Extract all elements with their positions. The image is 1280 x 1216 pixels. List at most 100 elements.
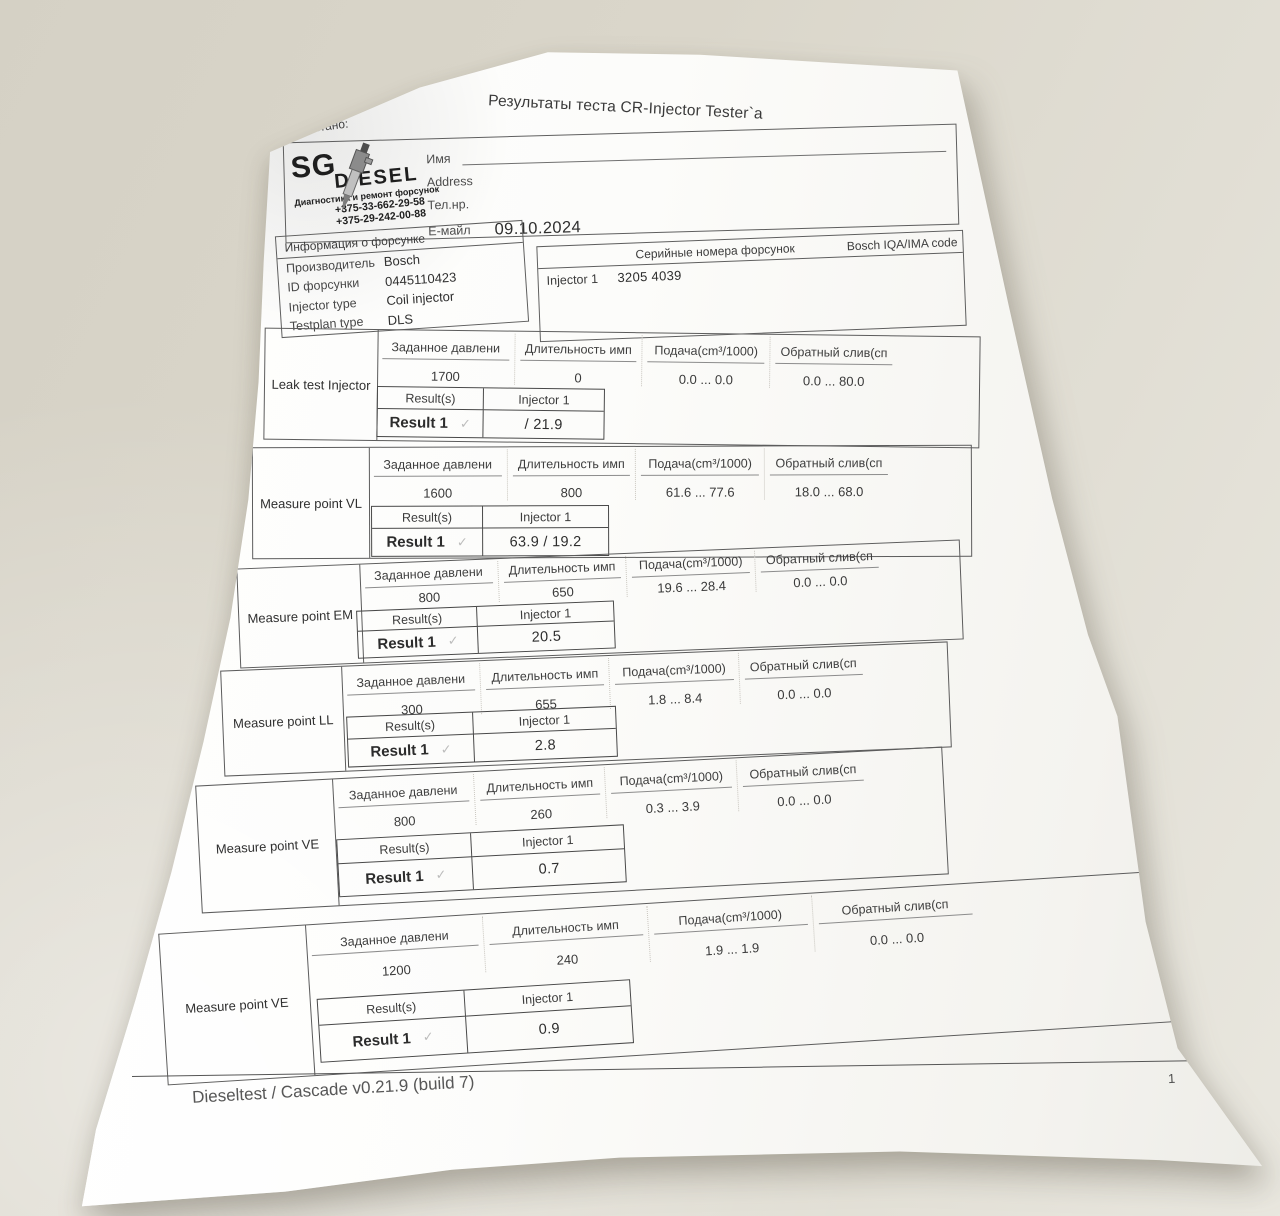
delivery-header: Подача(cm³/1000) <box>641 456 760 476</box>
result-label-text: Result 1 <box>377 633 437 653</box>
backflow-range: 18.0 ... 68.0 <box>794 484 864 500</box>
iqa-ima-code-label: Bosch IQA/IMA code <box>846 235 958 254</box>
report-date: Дата 2022-02-11 <box>295 75 396 106</box>
section-leak-test: Leak test Injector Заданное давлени 1700… <box>263 327 981 449</box>
duration-header: Длительность имп <box>512 456 631 477</box>
delivery-header: Подача(cm³/1000) <box>610 768 733 794</box>
section-name: Leak test Injector <box>264 328 379 441</box>
delivery-range: 19.6 ... 28.4 <box>657 577 727 596</box>
duration-value: 260 <box>529 806 553 823</box>
delivery-header: Подача(cm³/1000) <box>647 343 765 364</box>
backflow-range: 0.0 ... 0.0 <box>776 791 832 810</box>
delivery-header: Подача(cm³/1000) <box>631 553 751 578</box>
serial-numbers-box: Серийные номера форсунок Bosch IQA/IMA c… <box>536 229 967 343</box>
duration-header: Длительность имп <box>485 666 605 690</box>
check-icon: ✓ <box>435 866 447 883</box>
column-duration: Длительность имп 260 <box>472 767 607 826</box>
column-pressure: Заданное давлени 1200 <box>305 916 485 983</box>
backflow-range: 0.0 ... 0.0 <box>777 685 832 703</box>
column-delivery: Подача(cm³/1000) 1.8 ... 8.4 <box>608 652 740 710</box>
result-value: 63.9 / 19.2 <box>509 533 582 550</box>
result-label-text: Result 1 <box>364 867 425 888</box>
results-table: Result(s) Injector 1 Result 1 ✓ 20.5 <box>356 600 616 659</box>
column-delivery: Подача(cm³/1000) 61.6 ... 77.6 <box>635 448 765 500</box>
date-label: Дата <box>295 85 325 103</box>
serial-value: 3205 4039 <box>617 267 682 286</box>
section-name: Measure point VL <box>252 447 371 559</box>
column-backflow: Обратный слив(сп 18.0 ... 68.0 <box>764 448 893 500</box>
delivery-range: 1.9 ... 1.9 <box>704 940 760 959</box>
section-measure-ve-1: Measure point VE Заданное давлени 800 Дл… <box>195 746 949 914</box>
column-duration: Длительность имп 800 <box>506 448 636 501</box>
pressure-header: Заданное давлени <box>346 671 476 696</box>
results-header: Result(s) <box>372 506 483 529</box>
pressure-value: 1200 <box>381 961 412 979</box>
backflow-range: 0.0 ... 0.0 <box>792 573 848 591</box>
result-row-label: Result 1 ✓ <box>319 1016 468 1062</box>
column-delivery: Подача(cm³/1000) 19.6 ... 28.4 <box>625 550 756 597</box>
backflow-header: Обратный слив(сп <box>817 895 973 925</box>
phone-label: Тел.нр. <box>427 197 470 213</box>
pressure-value: 1600 <box>423 485 453 501</box>
section-measure-em: Measure point EM Заданное давлени 800 Дл… <box>236 539 964 669</box>
delivery-header: Подача(cm³/1000) <box>652 905 808 935</box>
result-value: 20.5 <box>531 628 562 646</box>
pressure-header: Заданное давлени <box>310 926 479 957</box>
pressure-header: Заданное давлени <box>364 564 493 589</box>
results-injector-header: Injector 1 <box>483 388 604 412</box>
duration-header: Длительность имп <box>488 916 644 945</box>
company-logo: SG DIESEL Диагностика и ремонт форсунок … <box>289 139 467 232</box>
delivery-range: 1.8 ... 8.4 <box>647 690 703 708</box>
backflow-header: Обратный слив(сп <box>760 548 879 573</box>
section-measure-ll: Measure point LL Заданное давлени 300 Дл… <box>220 641 952 777</box>
column-delivery: Подача(cm³/1000) 0.0 ... 0.0 <box>641 335 770 388</box>
pressure-header: Заданное давлени <box>337 782 470 809</box>
serial-injector-label: Injector 1 <box>546 271 599 288</box>
column-pressure: Заданное давлени 1700 <box>377 332 514 385</box>
column-duration: Длительность имп 240 <box>481 906 650 973</box>
column-backflow: Обратный слив(сп 0.0 ... 80.0 <box>769 336 898 390</box>
duration-header: Длительность имп <box>519 341 637 363</box>
page-number: 1 <box>1167 1070 1176 1087</box>
address-label: Address <box>426 174 473 190</box>
results-injector-header: Injector 1 <box>482 506 609 529</box>
column-delivery: Подача(cm³/1000) 0.3 ... 3.9 <box>604 760 739 819</box>
column-duration: Длительность имп 0 <box>513 333 642 387</box>
column-backflow: Обратный слив(сп 0.0 ... 0.0 <box>754 545 885 592</box>
injector-info-box: Информация о форсунке Производитель Bosc… <box>274 219 530 339</box>
section-name: Measure point VE <box>159 925 316 1085</box>
duration-value: 650 <box>551 584 575 600</box>
results-table: Result(s) Injector 1 Result 1 ✓ 63.9 / 1… <box>371 505 610 557</box>
pressure-value: 1700 <box>430 368 460 385</box>
backflow-header: Обратный слив(сп <box>775 344 893 366</box>
result-value: / 21.9 <box>524 416 563 433</box>
column-delivery: Подача(cm³/1000) 1.9 ... 1.9 <box>646 895 815 962</box>
column-pressure: Заданное давлени 1600 <box>369 449 507 501</box>
result-row-label: Result 1 ✓ <box>372 528 484 556</box>
date-value: 2022-02-11 <box>326 75 391 99</box>
tested-label: Испытано: <box>289 116 350 138</box>
backflow-header: Обратный слив(сп <box>743 655 863 680</box>
column-duration: Длительность имп 650 <box>496 555 628 603</box>
check-icon: ✓ <box>422 1028 435 1045</box>
duration-header: Длительность имп <box>479 775 601 801</box>
result-row-label: Result 1 ✓ <box>377 409 484 438</box>
results-table: Result(s) Injector 1 Result 1 ✓ / 21.9 <box>376 386 605 440</box>
section-measure-vl: Measure point VL Заданное давлени 1600 Д… <box>251 444 973 560</box>
backflow-range: 0.0 ... 80.0 <box>802 373 865 389</box>
backflow-header: Обратный слив(сп <box>742 761 864 787</box>
delivery-range: 61.6 ... 77.6 <box>665 484 735 500</box>
results-table: Result(s) Injector 1 Result 1 ✓ 0.9 <box>316 979 635 1063</box>
section-columns: Заданное давлени 800 Длительность имп 65… <box>359 545 885 608</box>
pressure-value: 800 <box>418 589 441 606</box>
section-columns: Заданное давлени 1700 Длительность имп 0… <box>377 332 898 390</box>
check-icon: ✓ <box>440 740 452 757</box>
name-label: Имя <box>426 151 451 167</box>
check-icon: ✓ <box>459 415 471 431</box>
column-pressure: Заданное давлени 800 <box>332 774 475 832</box>
section-columns: Заданное давлени 1600 Длительность имп 8… <box>369 448 893 501</box>
delivery-header: Подача(cm³/1000) <box>614 661 734 685</box>
result-label-text: Result 1 <box>386 533 445 551</box>
